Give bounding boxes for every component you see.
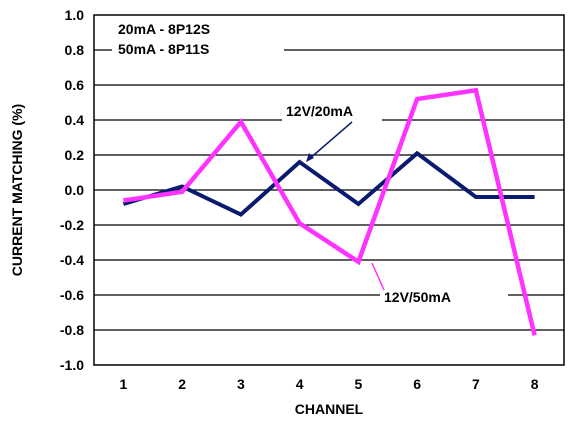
series-line-20ma (122, 150, 535, 217)
annotation-50ma-pointer (371, 262, 385, 291)
y-tick-label: 0.4 (65, 112, 85, 128)
x-tick-label: 3 (237, 376, 245, 392)
y-tick-label: -0.6 (60, 287, 84, 303)
annotation-12v-50ma: 12V/50mA (384, 289, 451, 305)
y-tick-label: 0.0 (65, 182, 85, 198)
y-tick-label: -0.2 (60, 217, 84, 233)
x-tick-label: 7 (472, 376, 480, 392)
legend-box (112, 17, 284, 59)
series-line-50ma (123, 87, 537, 336)
y-tick-labels: 1.0 0.8 0.6 0.4 0.2 0.0 -0.2 -0.4 -0.6 -0.8 -1.0 (60, 7, 84, 373)
x-tick-labels: 1 2 3 4 5 6 7 8 (119, 376, 538, 392)
y-axis-title: CURRENT MATCHING (%) (9, 104, 25, 276)
y-tick-label: -1.0 (60, 357, 84, 373)
legend-line-20ma: 20mA - 8P12S (118, 21, 210, 37)
annotation-20ma-arrowhead (306, 153, 314, 162)
y-tick-label: -0.4 (60, 252, 84, 268)
x-tick-label: 2 (178, 376, 186, 392)
x-tick-label: 5 (354, 376, 362, 392)
x-axis-title: CHANNEL (295, 401, 364, 417)
annotation-20ma-box (282, 98, 382, 122)
y-tick-label: 0.8 (65, 42, 85, 58)
y-tick-label: 0.2 (65, 147, 85, 163)
annotation-20ma-arrow (307, 121, 353, 161)
series-lines (122, 87, 537, 336)
y-tick-label: 1.0 (65, 7, 85, 23)
y-tick-label: -0.8 (60, 322, 84, 338)
annotation-12v-20ma: 12V/20mA (286, 103, 353, 119)
x-tick-label: 8 (531, 376, 539, 392)
y-tick-label: 0.6 (65, 77, 85, 93)
x-tick-label: 4 (296, 376, 304, 392)
annotation-50ma-box (380, 284, 508, 308)
legend-line-50ma: 50mA - 8P11S (118, 41, 209, 57)
x-tick-label: 6 (413, 376, 421, 392)
plot-frame (93, 14, 565, 366)
x-tick-label: 1 (119, 376, 127, 392)
